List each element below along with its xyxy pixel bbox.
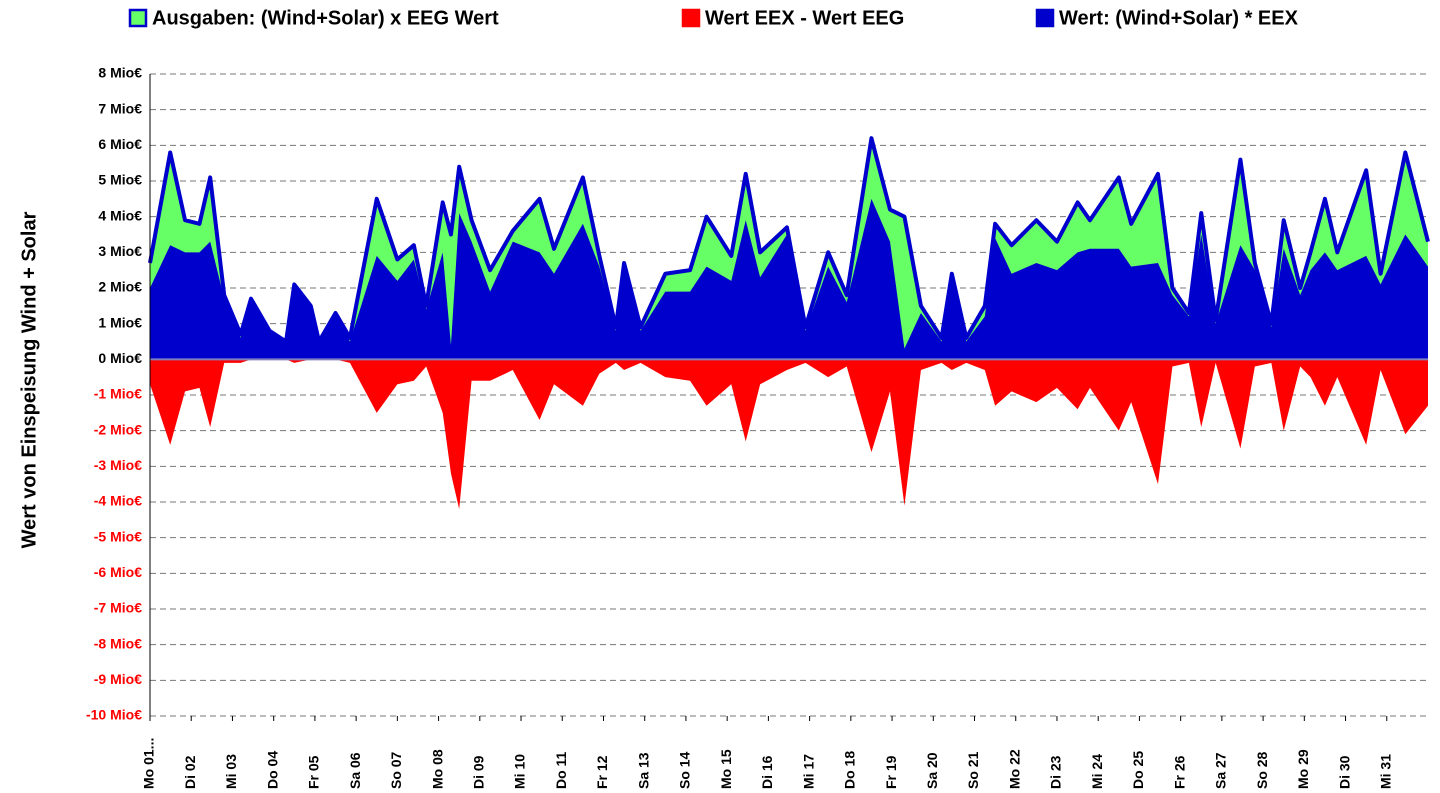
x-tick-label: Mi 31 (1377, 754, 1393, 789)
x-tick-label: Mo 01... (141, 738, 157, 789)
y-tick-label: -2 Mio€ (94, 421, 142, 437)
x-tick-label: Mo 15 (718, 749, 734, 789)
x-tick-label: Mo 08 (429, 749, 445, 789)
x-tick-label: Sa 13 (635, 752, 651, 789)
y-axis-title: Wert von Einspeisung Wind + Solar (18, 211, 40, 548)
y-tick-label: -3 Mio€ (94, 457, 142, 473)
x-tick-label: Fr 26 (1171, 755, 1187, 789)
x-tick-label: Sa 27 (1213, 752, 1229, 789)
y-tick-label: -8 Mio€ (94, 635, 142, 651)
x-tick-label: Mo 29 (1295, 749, 1311, 789)
x-tick-label: Di 30 (1336, 755, 1352, 789)
area (150, 198, 1428, 360)
y-tick-label: 3 Mio€ (98, 243, 142, 259)
y-tick-label: -4 Mio€ (94, 493, 142, 509)
y-tick-label: -6 Mio€ (94, 564, 142, 580)
x-tick-label: Mi 24 (1089, 754, 1105, 789)
y-tick-label: 4 Mio€ (98, 207, 142, 223)
y-tick-label: -9 Mio€ (94, 671, 142, 687)
y-tick-label: 1 Mio€ (98, 314, 142, 330)
x-tick-label: So 14 (677, 751, 693, 789)
x-tick-label: Mi 17 (800, 754, 816, 789)
x-tick-label: Di 09 (471, 755, 487, 789)
x-tick-label: Di 16 (759, 755, 775, 789)
y-tick-label: 6 Mio€ (98, 136, 142, 152)
y-tick-label: -7 Mio€ (94, 600, 142, 616)
y-tick-label: 7 Mio€ (98, 100, 142, 116)
x-tick-label: Di 02 (182, 755, 198, 789)
x-tick-label: Do 18 (842, 751, 858, 789)
y-tick-label: 0 Mio€ (98, 350, 142, 366)
x-tick-label: Mo 22 (1006, 749, 1022, 789)
legend-swatch (1035, 8, 1055, 28)
y-tick-label: -5 Mio€ (94, 528, 142, 544)
x-tick-label: Do 04 (264, 751, 280, 789)
x-tick-label: Sa 20 (924, 752, 940, 789)
x-tick-label: Mi 10 (512, 754, 528, 789)
y-tick-label: 8 Mio€ (98, 65, 142, 81)
y-tick-label: 2 Mio€ (98, 279, 142, 295)
x-tick-label: So 21 (965, 751, 981, 789)
x-tick-label: Do 11 (553, 751, 569, 789)
legend-swatch (681, 8, 701, 28)
x-tick-label: Mi 03 (223, 754, 239, 789)
y-tick-label: -10 Mio€ (86, 707, 142, 723)
y-tick-label: -1 Mio€ (94, 386, 142, 402)
x-tick-label: Sa 06 (347, 752, 363, 789)
legend-label: Wert: (Wind+Solar) * EEX (1059, 7, 1299, 29)
y-tick-label: 5 Mio€ (98, 172, 142, 188)
x-tick-label: Fr 05 (306, 755, 322, 789)
legend-swatch (128, 8, 148, 28)
x-tick-label: So 07 (388, 751, 404, 789)
x-tick-label: So 28 (1254, 751, 1270, 789)
legend-label: Wert EEX - Wert EEG (705, 7, 904, 29)
x-tick-label: Fr 12 (594, 755, 610, 789)
x-tick-label: Fr 19 (883, 755, 899, 789)
x-tick-label: Di 23 (1048, 755, 1064, 789)
legend-label: Ausgaben: (Wind+Solar) x EEG Wert (152, 7, 499, 29)
x-tick-label: Do 25 (1130, 751, 1146, 789)
area (150, 359, 1428, 510)
area-edge (148, 136, 1430, 344)
